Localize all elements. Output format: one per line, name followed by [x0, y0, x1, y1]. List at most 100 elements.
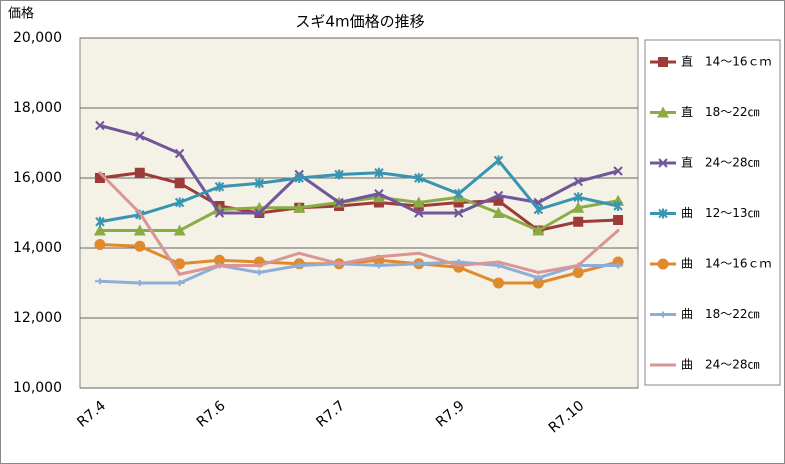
- marker: [254, 178, 265, 189]
- marker: [297, 251, 301, 255]
- marker: [414, 173, 424, 183]
- marker: [613, 262, 624, 269]
- series-line: [99, 171, 619, 233]
- y-tick-label: 12,000: [13, 310, 62, 326]
- marker: [613, 166, 623, 176]
- series-line: [99, 195, 619, 233]
- marker: [254, 269, 265, 276]
- marker: [492, 207, 505, 218]
- marker: [337, 262, 341, 266]
- marker: [254, 208, 265, 218]
- marker: [572, 201, 585, 213]
- marker: [573, 192, 583, 203]
- marker: [93, 224, 106, 236]
- marker: [493, 195, 504, 206]
- marker: [294, 173, 304, 183]
- marker: [493, 277, 504, 289]
- series-line: [99, 158, 619, 224]
- marker: [135, 131, 145, 141]
- marker: [334, 197, 344, 208]
- marker: [657, 106, 669, 118]
- marker: [214, 254, 225, 266]
- marker: [573, 176, 583, 187]
- marker: [414, 208, 424, 218]
- marker: [174, 197, 185, 208]
- marker: [214, 208, 225, 218]
- marker: [658, 208, 668, 219]
- marker: [453, 197, 464, 208]
- marker: [373, 197, 384, 208]
- marker: [417, 251, 421, 255]
- marker: [293, 201, 306, 213]
- marker: [457, 264, 461, 267]
- legend-label: 直 24～28㎝: [681, 156, 760, 170]
- y-tick-label: 16,000: [13, 170, 62, 186]
- y-tick-label: 18,000: [13, 100, 62, 116]
- series-line: [98, 171, 620, 276]
- chart-title: スギ4m価格の推移: [295, 13, 424, 31]
- marker: [573, 216, 584, 227]
- marker: [658, 158, 668, 168]
- marker: [174, 178, 185, 189]
- marker: [533, 274, 544, 281]
- marker: [134, 280, 145, 286]
- marker: [173, 224, 186, 236]
- marker: [334, 169, 344, 180]
- marker: [94, 239, 106, 250]
- marker: [657, 258, 669, 270]
- marker: [532, 277, 544, 289]
- legend-label: 曲 24～28㎝: [681, 358, 760, 372]
- marker: [616, 229, 620, 232]
- marker: [95, 120, 105, 131]
- series-line: [99, 243, 619, 285]
- marker: [174, 280, 185, 286]
- marker: [374, 167, 384, 178]
- marker: [133, 224, 146, 236]
- marker: [178, 272, 182, 276]
- marker: [493, 190, 504, 201]
- marker: [134, 167, 145, 178]
- marker: [533, 204, 544, 215]
- marker: [95, 216, 105, 227]
- marker: [572, 267, 584, 278]
- marker: [413, 260, 424, 267]
- marker: [613, 215, 624, 225]
- y-tick-label: 10,000: [13, 380, 62, 396]
- marker: [373, 262, 384, 269]
- marker: [453, 188, 464, 199]
- marker: [536, 271, 540, 274]
- marker: [377, 255, 381, 259]
- marker: [658, 57, 668, 67]
- marker: [174, 148, 185, 159]
- y-tick-label: 14,000: [13, 240, 62, 256]
- legend-label: 曲 12～13㎝: [681, 206, 760, 220]
- marker: [576, 264, 580, 267]
- marker: [294, 262, 305, 269]
- marker: [138, 211, 142, 215]
- marker: [94, 278, 105, 285]
- series-line: [99, 260, 619, 285]
- marker: [94, 173, 105, 183]
- marker: [658, 311, 668, 318]
- marker: [613, 201, 623, 211]
- marker: [532, 224, 545, 236]
- marker: [98, 171, 102, 175]
- marker: [453, 208, 464, 218]
- marker: [412, 196, 425, 208]
- marker: [493, 155, 504, 166]
- marker: [374, 189, 384, 199]
- legend-label: 直 14～16ｃｍ: [681, 55, 772, 69]
- y-axis-label: 価格: [8, 6, 34, 22]
- marker: [174, 258, 186, 270]
- plot-area: [79, 37, 639, 389]
- marker: [218, 264, 221, 267]
- marker: [134, 240, 146, 252]
- legend-label: 曲 14～16ｃｍ: [681, 257, 772, 271]
- legend-label: 直 18～22㎝: [681, 105, 760, 119]
- legend-label: 曲 18～22㎝: [681, 307, 760, 321]
- y-tick-label: 20,000: [13, 30, 62, 46]
- marker: [257, 264, 261, 267]
- marker: [372, 191, 385, 203]
- marker: [497, 260, 500, 264]
